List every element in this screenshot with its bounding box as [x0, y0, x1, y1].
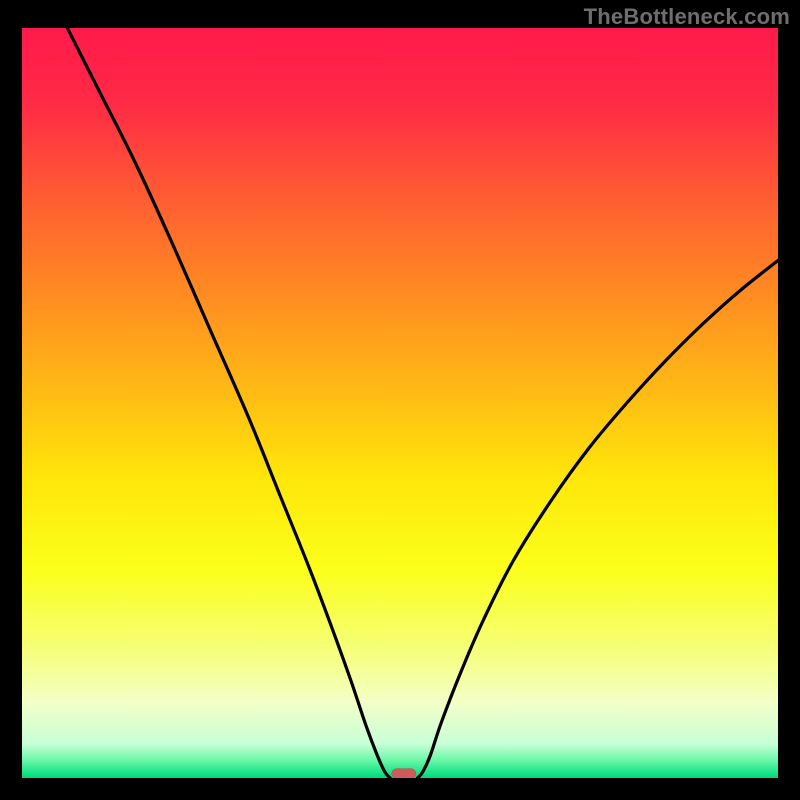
bottleneck-chart: [0, 0, 800, 800]
gradient-background: [22, 28, 778, 778]
watermark-text: TheBottleneck.com: [584, 4, 790, 30]
optimum-marker: [392, 769, 416, 779]
plot-area: [22, 28, 778, 778]
chart-container: TheBottleneck.com: [0, 0, 800, 800]
